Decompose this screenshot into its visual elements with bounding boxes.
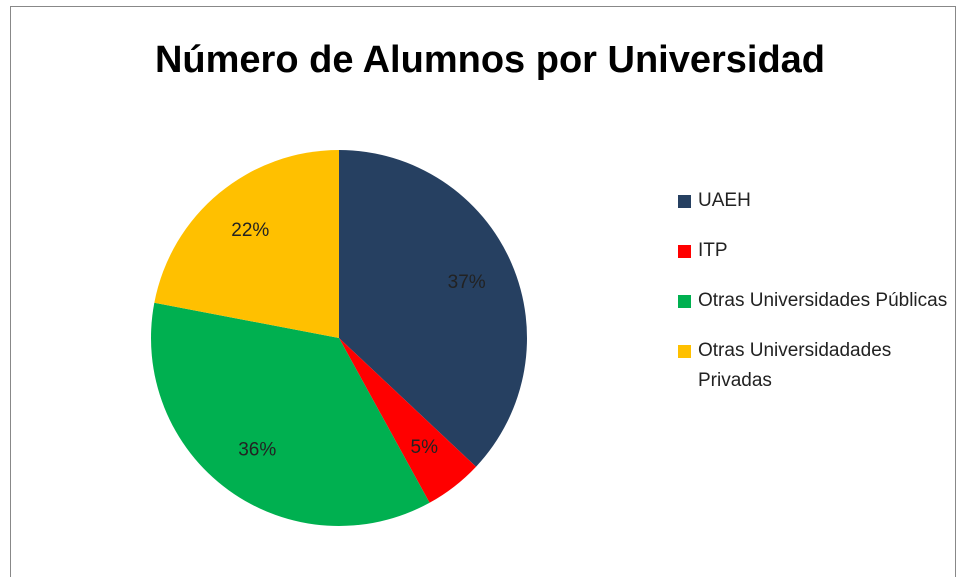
legend-swatch [678,345,691,358]
pie-slice [151,302,430,526]
chart-title: Número de Alumnos por Universidad [155,39,825,81]
pie-slice [339,338,477,503]
legend-label: ITP [698,240,728,261]
legend-swatch [678,245,691,258]
legend-item: UAEH [678,186,948,216]
legend: UAEH ITP Otras Universidades Públicas Otras… [678,186,948,416]
data-label: 37% [448,272,486,293]
data-label: 36% [238,440,276,461]
legend-label: Otras Universidadades Privadas [698,340,892,391]
data-label: 5% [411,437,439,458]
pie-slice [339,150,527,467]
legend-label: UAEH [698,190,751,211]
legend-swatch [678,295,691,308]
data-label: 22% [231,220,269,241]
legend-label: Otras Universidades Públicas [698,290,948,311]
legend-swatch [678,195,691,208]
legend-item: Otras Universidades Públicas [678,286,948,316]
pie-slice [154,150,339,338]
legend-item: ITP [678,236,948,266]
legend-item: Otras Universidadades Privadas [678,336,948,396]
